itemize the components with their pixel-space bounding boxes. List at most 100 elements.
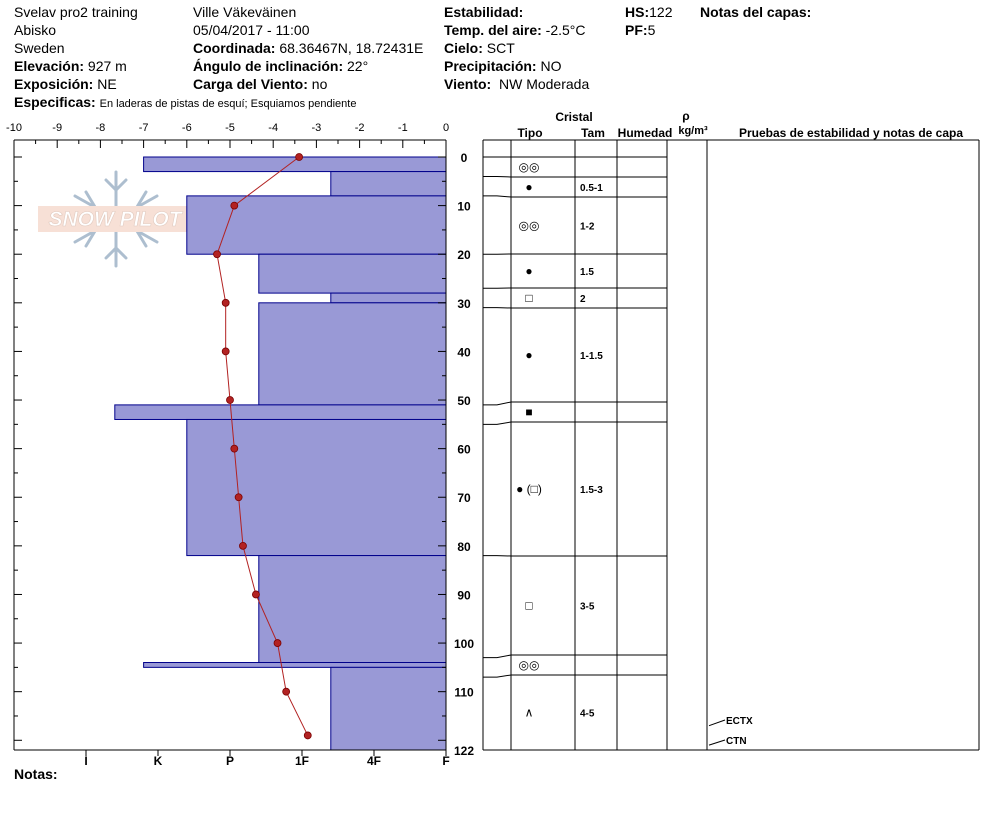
depth-tick-label: 70: [457, 491, 471, 505]
temperature-tick-label: 0: [443, 122, 449, 134]
rho-header: ρ: [682, 109, 689, 123]
sky-row: Cielo: SCT: [444, 40, 515, 56]
wind-load-row: Carga del Viento: no: [193, 76, 327, 92]
grain-type-symbol: ◎◎: [519, 160, 540, 174]
hardness-tick-label: F: [442, 754, 449, 768]
depth-tick-label: 90: [457, 588, 471, 602]
hardness-bar: [114, 404, 447, 420]
size-header: Tam: [581, 126, 605, 140]
elevation-row: Elevación: 927 m: [14, 58, 127, 74]
grain-type-symbol: ● (□): [516, 482, 542, 496]
hardness-tick-label: I: [84, 754, 87, 768]
stability-test-leader: [708, 719, 726, 727]
grain-type-symbol: □: [525, 291, 532, 305]
precip-row: Precipitación: NO: [444, 58, 561, 74]
crystal-header: Cristal: [555, 110, 592, 124]
specifics-label: Especificas:: [14, 94, 96, 110]
slope-label: Ángulo de inclinación:: [193, 58, 344, 74]
slope-row: Ángulo de inclinación: 22°: [193, 58, 368, 74]
grain-type-symbol: ●: [525, 348, 532, 362]
temperature-point: [282, 687, 291, 696]
aspect-value: NE: [97, 76, 117, 92]
depth-tick-label: 30: [457, 297, 471, 311]
grain-size-value: 0.5-1: [580, 183, 603, 194]
temperature-tick-label: -2: [355, 122, 365, 134]
specifics-row: Especificas: En laderas de pistas de esq…: [14, 94, 356, 112]
grain-type-symbol: □: [525, 599, 532, 613]
temperature-tick-label: -6: [182, 122, 192, 134]
layer-notes-label: Notas del capas:: [700, 4, 812, 20]
grain-size-value: 3-5: [580, 602, 595, 613]
temperature-tick-label: -8: [96, 122, 106, 134]
temperature-point: [295, 153, 304, 161]
hardness-bar: [186, 195, 447, 255]
precip-label: Precipitación:: [444, 58, 537, 74]
temperature-point: [273, 639, 282, 647]
aspect-row: Exposición: NE: [14, 76, 117, 92]
hs-value: 122: [649, 4, 673, 20]
moisture-header: Humedad: [618, 126, 673, 140]
layer-connector: [483, 195, 512, 198]
depth-tick-label: 50: [457, 394, 471, 408]
grain-size-value: 1-1.5: [580, 351, 603, 362]
coordinate-row: Coordinada: 68.36467N, 18.72431E: [193, 40, 423, 56]
elevation-value: 927 m: [87, 58, 127, 74]
depth-tick-label: 0: [461, 151, 468, 165]
country: Sweden: [14, 40, 65, 56]
wind-load-value: no: [311, 76, 328, 92]
depth-tick-label: 100: [454, 637, 474, 651]
location: Abisko: [14, 22, 57, 38]
stability-test-label: CTN: [726, 736, 747, 747]
coordinate-label: Coordinada:: [193, 40, 276, 56]
notes-label: Notas:: [14, 766, 58, 782]
temperature-point: [221, 347, 230, 356]
stability-test-leader: [708, 739, 726, 746]
hardness-tick-label: 4F: [367, 754, 381, 768]
hardness-bar: [143, 156, 447, 173]
study-plot-name: Svelav pro2 training: [14, 4, 138, 20]
hardness-bar: [143, 662, 447, 668]
temperature-tick-label: -3: [312, 122, 322, 134]
hardness-bar: [258, 253, 447, 294]
slope-value: 22°: [347, 58, 369, 74]
tests-header: Pruebas de estabilidad y notas de capa: [739, 126, 963, 140]
temperature-tick-label: -7: [139, 122, 149, 134]
elevation-label: Elevación:: [14, 58, 85, 74]
depth-tick-label: 20: [457, 248, 471, 262]
datetime: 05/04/2017 - 11:00: [193, 22, 310, 38]
grain-size-value: 1-2: [580, 222, 595, 233]
temperature-point: [303, 731, 312, 740]
layer-connector: [483, 421, 512, 425]
temperature-tick-label: -5: [225, 122, 235, 134]
hardness-bar: [186, 418, 447, 557]
density-unit-header: kg/m³: [678, 125, 708, 137]
air-temp-label: Temp. del aire:: [444, 22, 542, 38]
hardness-bar: [330, 171, 447, 197]
snowpilot-watermark: SNOW PILOT: [38, 170, 192, 268]
grain-type-symbol: ◎◎: [519, 219, 540, 233]
temperature-point: [226, 396, 234, 404]
grain-type-symbol: ●: [525, 264, 532, 278]
layer-connector: [483, 654, 512, 659]
hardness-temperature-plot: -10 -9 -8 -7 -6 -5 -4 -3 -2 -1 0I K P 1F 4F F0102030405…: [6, 122, 474, 768]
type-header: Tipo: [517, 126, 542, 140]
sky-label: Cielo:: [444, 40, 483, 56]
wind-load-label: Carga del Viento:: [193, 76, 308, 92]
temperature-point: [230, 201, 239, 210]
wind-value: NW Moderada: [498, 76, 590, 92]
depth-tick-label: 10: [457, 200, 471, 214]
specifics-value: En laderas de pistas de esquí; Esquiamos…: [99, 98, 357, 110]
watermark-text: SNOW PILOT: [49, 208, 184, 231]
depth-tick-label: 40: [457, 345, 471, 359]
pf-label: PF:: [625, 22, 648, 38]
wind-label: Viento:: [444, 76, 492, 92]
depth-tick-label: 60: [457, 443, 471, 457]
grain-type-symbol: ∧: [525, 706, 534, 720]
depth-tick-label: 80: [457, 540, 471, 554]
precip-value: NO: [540, 58, 562, 74]
temperature-tick-label: -4: [268, 122, 278, 134]
pf-row: PF:5: [625, 22, 655, 38]
aspect-label: Exposición:: [14, 76, 94, 92]
air-temp-value: -2.5°C: [545, 22, 586, 38]
